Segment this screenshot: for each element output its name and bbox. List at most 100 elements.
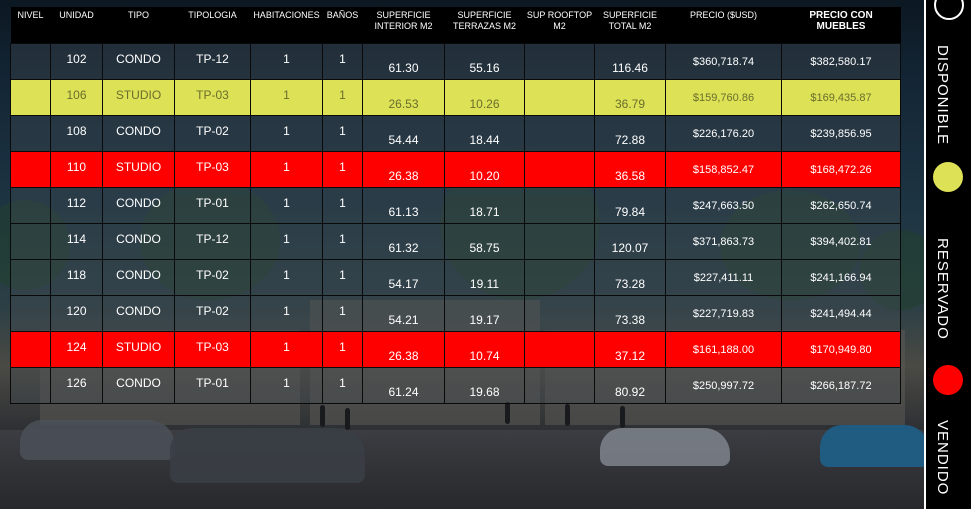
cell-superficie-terrazas-value: 18.44 [469,132,500,147]
cell-tipo-value: CONDO [116,51,161,66]
cell-nivel [10,79,51,116]
cell-sup-rooftop [524,43,595,80]
cell-banos: 1 [322,79,363,116]
cell-banos-value: 1 [339,267,346,282]
cell-superficie-terrazas-value: 19.68 [469,384,500,399]
cell-tipologia-value: TP-12 [196,51,229,66]
cell-tipo-value: STUDIO [115,159,162,174]
cell-tipologia-value: TP-03 [196,87,229,102]
cell-unidad-value: 112 [66,195,87,210]
cell-tipologia-value: TP-01 [196,375,229,390]
cell-unidad-value: 108 [66,123,87,138]
cell-superficie-terrazas-value: 10.26 [469,96,500,111]
cell-tipo-value: CONDO [116,303,161,318]
cell-tipologia: TP-03 [174,331,251,368]
cell-tipo: CONDO [102,187,175,224]
cell-superficie-terrazas-value: 19.11 [469,276,500,291]
table-body: 102 CONDO TP-12 1 1 61.30 55.16 116.46 $360,718.… [10,43,901,404]
cell-tipo-value: STUDIO [115,339,162,354]
cell-tipologia-value: TP-03 [196,159,229,174]
cell-habitaciones: 1 [250,331,323,368]
cell-unidad: 106 [50,79,103,116]
cell-tipologia: TP-03 [174,151,251,188]
cell-nivel [10,367,51,404]
cell-habitaciones-value: 1 [283,195,290,210]
cell-superficie-terrazas-value: 18.71 [469,204,500,219]
cell-habitaciones-value: 1 [283,339,290,354]
cell-superficie-terrazas: 10.20 [444,151,525,188]
cell-precio: $161,188.00 [665,331,782,368]
table-row[interactable]: 106 STUDIO TP-03 1 1 26.53 10.26 36.79 $159,760.… [10,79,901,116]
cell-superficie-interior: 26.53 [362,79,445,116]
table-row[interactable]: 118 CONDO TP-02 1 1 54.17 19.11 73.28 $227,411.1… [10,259,901,296]
cell-nivel [10,259,51,296]
cell-superficie-terrazas: 18.44 [444,115,525,152]
table-row[interactable]: 126 CONDO TP-01 1 1 61.24 19.68 80.92 $250,997.7… [10,367,901,404]
cell-unidad: 112 [50,187,103,224]
cell-superficie-total: 73.38 [594,295,666,332]
cell-habitaciones-value: 1 [283,51,290,66]
cell-precio-con-muebles: $382,580.17 [781,43,901,80]
cell-banos: 1 [322,151,363,188]
availability-table-wrap: NIVEL UNIDAD TIPO TIPOLOGIA HABITACIONES… [10,7,901,404]
cell-tipologia: TP-12 [174,43,251,80]
cell-superficie-terrazas: 58.75 [444,223,525,260]
table-row[interactable]: 110 STUDIO TP-03 1 1 26.38 10.20 36.58 $158,852.… [10,151,901,188]
cell-precio-con-muebles: $168,472.26 [781,151,901,188]
cell-habitaciones: 1 [250,223,323,260]
table-row[interactable]: 102 CONDO TP-12 1 1 61.30 55.16 116.46 $360,718.… [10,43,901,80]
cell-superficie-total-value: 120.07 [611,240,649,255]
cell-precio-con-muebles-value: $241,494.44 [810,307,872,320]
cell-unidad-value: 124 [66,339,87,354]
table-row[interactable]: 112 CONDO TP-01 1 1 61.13 18.71 79.84 $247,663.5… [10,187,901,224]
cell-sup-rooftop [524,115,595,152]
cell-precio-value: $158,852.47 [692,163,755,176]
col-nivel: NIVEL [10,7,51,44]
cell-banos: 1 [322,295,363,332]
cell-banos: 1 [322,259,363,296]
col-sup-rooftop: SUP ROOFTOP M2 [524,7,595,44]
cell-superficie-total-value: 72.88 [614,132,646,147]
cell-unidad-value: 110 [66,159,87,174]
legend-vendido-swatch [933,365,963,395]
cell-superficie-terrazas: 10.74 [444,331,525,368]
cell-tipologia: TP-01 [174,187,251,224]
table-row[interactable]: 108 CONDO TP-02 1 1 54.44 18.44 72.88 $226,176.2… [10,115,901,152]
cell-sup-rooftop [524,259,595,296]
cell-superficie-interior: 26.38 [362,151,445,188]
cell-tipo-value: STUDIO [115,87,162,102]
cell-superficie-interior: 61.24 [362,367,445,404]
cell-superficie-interior-value: 61.13 [388,204,419,219]
cell-precio-con-muebles-value: $170,949.80 [810,343,872,356]
cell-nivel [10,151,51,188]
cell-precio: $158,852.47 [665,151,782,188]
cell-nivel [10,331,51,368]
cell-superficie-terrazas-value: 10.20 [469,168,500,183]
cell-precio: $159,760.86 [665,79,782,116]
disponible-indicator-ring [934,0,964,20]
cell-habitaciones-value: 1 [283,231,290,246]
cell-superficie-total-value: 36.58 [614,168,646,183]
table-row[interactable]: 124 STUDIO TP-03 1 1 26.38 10.74 37.12 $161,188.… [10,331,901,368]
table-row[interactable]: 120 CONDO TP-02 1 1 54.21 19.17 73.38 $227,719.8… [10,295,901,332]
table-row[interactable]: 114 CONDO TP-12 1 1 61.32 58.75 120.07 $371,863.… [10,223,901,260]
cell-unidad-value: 106 [66,87,87,102]
cell-superficie-total-value: 73.28 [614,276,646,291]
cell-tipologia-value: TP-02 [196,303,229,318]
cell-superficie-interior: 61.13 [362,187,445,224]
cell-sup-rooftop [524,367,595,404]
cell-sup-rooftop [524,223,595,260]
cell-tipo-value: CONDO [116,267,161,282]
cell-tipo-value: CONDO [116,231,161,246]
cell-precio-con-muebles-value: $394,402.81 [810,235,872,248]
cell-superficie-terrazas-value: 55.16 [469,60,500,75]
cell-tipologia-value: TP-01 [196,195,229,210]
cell-habitaciones-value: 1 [283,375,290,390]
cell-tipologia: TP-02 [174,115,251,152]
cell-tipo-value: CONDO [116,123,161,138]
status-legend: DISPONIBLE RESERVADO VENDIDO [924,0,971,509]
cell-precio-value: $371,863.73 [692,235,755,248]
cell-superficie-interior: 61.30 [362,43,445,80]
cell-tipo: CONDO [102,115,175,152]
cell-superficie-total-value: 73.38 [614,312,646,327]
